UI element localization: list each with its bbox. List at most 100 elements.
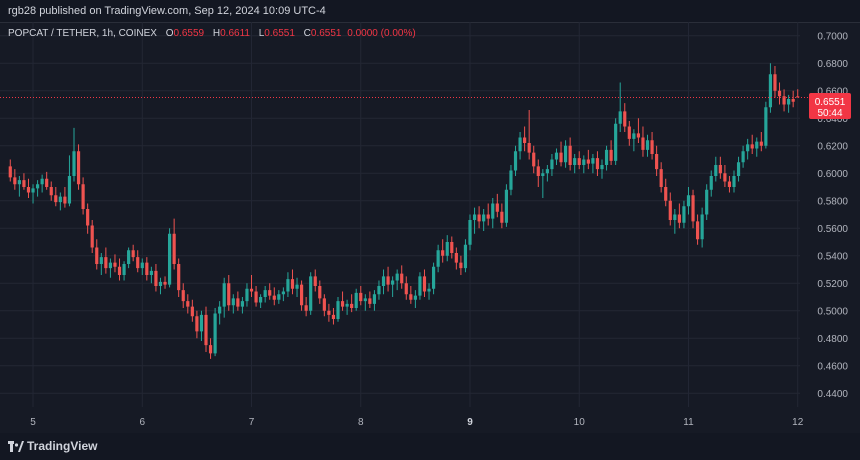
y-tick-label: 0.5000 [817, 306, 848, 317]
candle-body [318, 286, 322, 299]
candle-body [627, 126, 631, 139]
candle-body [304, 305, 308, 311]
candle-body [609, 149, 613, 161]
candle-body [532, 152, 536, 167]
candle-body [404, 283, 408, 295]
candle-body [500, 211, 504, 223]
candle-body [290, 279, 295, 289]
footer-brand: TradingView [27, 439, 98, 453]
y-tick-label: 0.5600 [817, 224, 848, 235]
candle-body [350, 303, 354, 308]
x-tick-label: 8 [358, 417, 364, 428]
candle-body [163, 281, 167, 285]
candle-body [167, 233, 172, 285]
candle-body [186, 301, 190, 307]
candle-body [504, 189, 509, 223]
candle-body [263, 290, 267, 297]
candle-body [632, 133, 636, 139]
candle-body [695, 221, 700, 240]
candle-body [431, 266, 436, 289]
y-tick-label: 0.6800 [817, 59, 848, 70]
candle-body [636, 133, 641, 138]
candle-body [354, 292, 358, 308]
candle-body [441, 250, 445, 256]
candle-body [386, 276, 390, 285]
candle-body [541, 173, 545, 176]
price-chart[interactable]: 0.7000 0.6800 0.6600 0.6400 0.6200 0.6000 0.58… [0, 22, 860, 432]
candle-body [199, 314, 204, 332]
candle-body [554, 152, 559, 160]
candle-body [49, 187, 53, 196]
x-tick-label: 9 [467, 417, 473, 428]
candle-body [8, 166, 12, 178]
candle-body [682, 206, 686, 223]
candle-body [309, 276, 313, 311]
candle-body [491, 203, 495, 219]
y-tick-label: 0.6600 [817, 86, 848, 97]
candle-body [714, 165, 718, 176]
candle-body [723, 173, 727, 182]
candle-body [482, 214, 486, 222]
candle-body [99, 257, 103, 264]
candle-body [204, 314, 208, 346]
time-axis[interactable]: 5 6 7 8 9 10 11 12 [30, 417, 803, 428]
candle-body [363, 298, 367, 302]
y-tick-label: 0.5200 [817, 279, 848, 290]
candle-body [154, 270, 158, 286]
legend-open-value: 0.6559 [173, 28, 205, 39]
candle-body [559, 152, 563, 163]
candle-body [145, 262, 149, 275]
candle-body [327, 310, 331, 315]
candle-body [586, 159, 590, 164]
candle-body [641, 137, 645, 150]
y-tick-label: 0.4600 [817, 361, 848, 372]
x-tick-label: 11 [683, 417, 694, 428]
y-tick-label: 0.5400 [817, 251, 848, 262]
candle-body [468, 220, 472, 245]
candle-body [72, 151, 76, 176]
tradingview-logo-icon [8, 441, 24, 452]
candle-body [563, 145, 568, 163]
candle-body [614, 123, 618, 161]
candle-body [67, 176, 72, 204]
publisher-text: rgb28 published on TradingView.com, Sep … [8, 5, 326, 17]
price-tag-value: 0.6551 [815, 97, 846, 108]
candle-body [550, 159, 554, 170]
x-tick-label: 6 [139, 417, 145, 428]
y-tick-label: 0.6000 [817, 169, 848, 180]
candle-body [136, 257, 140, 269]
price-tag-countdown: 50:44 [817, 108, 842, 119]
candle-body [345, 303, 349, 307]
candle-body [22, 180, 26, 187]
candle-body [245, 288, 249, 302]
candle-body [76, 151, 81, 185]
candle-body [90, 225, 94, 248]
candle-body [604, 149, 609, 165]
candle-body [709, 176, 713, 190]
candle-body [372, 294, 377, 304]
candle-body [54, 195, 58, 203]
candle-body [108, 262, 113, 269]
y-tick-label: 0.6400 [817, 114, 848, 125]
x-tick-label: 10 [574, 417, 586, 428]
candle-body [659, 169, 663, 187]
candle-body [450, 242, 454, 253]
legend-high-label: H [212, 28, 221, 39]
candle-body [459, 262, 463, 269]
candle-body [391, 280, 395, 285]
candle-body [208, 345, 213, 354]
price-axis[interactable]: 0.7000 0.6800 0.6600 0.6400 0.6200 0.6000 0.58… [817, 31, 848, 400]
candle-body [299, 284, 304, 306]
candle-body [313, 276, 317, 286]
candle-body [782, 96, 786, 105]
candle-body [259, 297, 263, 303]
candle-body [472, 214, 477, 220]
candle-body [509, 170, 513, 190]
candle-body [340, 301, 345, 307]
candle-body [236, 298, 240, 307]
candle-body [400, 273, 404, 284]
y-tick-label: 0.4400 [817, 389, 848, 400]
candle-body [655, 154, 659, 170]
x-tick-label: 5 [30, 417, 36, 428]
candle-body [773, 74, 777, 91]
